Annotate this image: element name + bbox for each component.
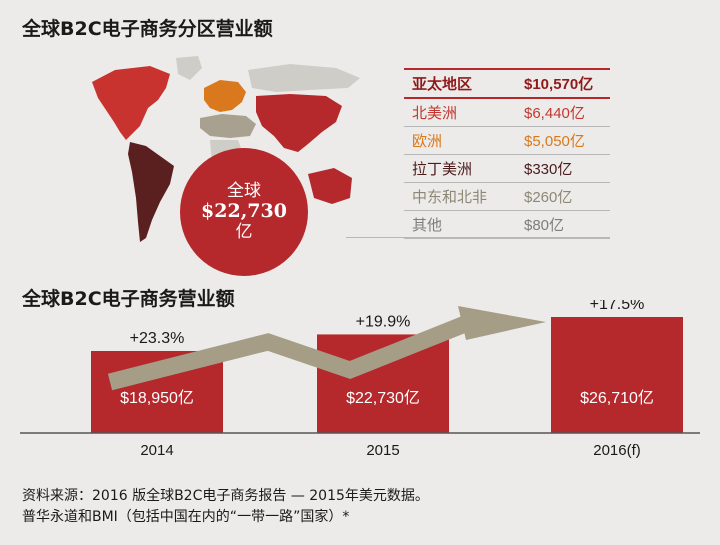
growth-label: +17.5% (590, 300, 645, 313)
world-map (92, 56, 360, 242)
map-greenland (176, 56, 202, 80)
map-mea (200, 114, 256, 138)
bar-value-label: $26,710亿 (580, 389, 654, 407)
region-name: 其他 (404, 210, 516, 239)
global-unit: 亿 (235, 221, 253, 242)
region-row: 欧洲 $5,050亿 (404, 126, 610, 155)
region-name: 欧洲 (404, 126, 516, 155)
map-section-title: 全球B2C电子商务分区营业额 (22, 18, 273, 40)
global-label: 全球 (227, 180, 261, 201)
category-label: 2014 (140, 442, 173, 459)
region-row: 中东和北非 $260亿 (404, 182, 610, 211)
map-europe (204, 80, 246, 112)
global-total-circle: 全球 $22,730 亿 (180, 148, 308, 276)
growth-label: +23.3% (130, 330, 185, 347)
region-name: 亚太地区 (404, 68, 516, 99)
bar-value-label: $22,730亿 (346, 389, 420, 407)
map-latin-america (128, 142, 174, 242)
region-value: $260亿 (516, 182, 610, 211)
region-name: 拉丁美洲 (404, 154, 516, 183)
region-value: $330亿 (516, 154, 610, 183)
region-table: 亚太地区 $10,570亿 北美洲 $6,440亿 欧洲 $5,050亿 拉丁美洲 $330亿… (404, 68, 610, 239)
growth-label: +19.9% (356, 313, 411, 330)
region-value: $5,050亿 (516, 126, 610, 155)
category-label: 2015 (366, 442, 399, 459)
map-russia (248, 64, 360, 92)
region-name: 北美洲 (404, 98, 516, 127)
source-line-1: 资料来源：2016 版全球B2C电子商务报告 — 2015年美元数据。 (22, 488, 429, 504)
bar-2016(f) (551, 317, 683, 433)
region-row: 亚太地区 $10,570亿 (404, 68, 610, 99)
source-line-2: 普华永道和BMI（包括中国在内的“一带一路”国家）* (22, 509, 350, 525)
chart-title: 全球B2C电子商务营业额 (22, 288, 235, 310)
region-row: 北美洲 $6,440亿 (404, 98, 610, 127)
region-row: 其他 $80亿 (404, 210, 610, 239)
region-name: 中东和北非 (404, 182, 516, 211)
source-note: 资料来源：2016 版全球B2C电子商务报告 — 2015年美元数据。 普华永道… (22, 486, 429, 528)
table-bottom-line (346, 237, 610, 238)
region-value: $10,570亿 (516, 68, 610, 99)
global-value: $22,730 (201, 200, 287, 223)
revenue-bar-chart: $18,950亿 +23.3% 2014 $22,730亿 +19.9% 2015 $26,… (20, 300, 700, 459)
bar-value-label: $18,950亿 (120, 389, 194, 407)
region-row: 拉丁美洲 $330亿 (404, 154, 610, 183)
map-north-america (92, 66, 170, 140)
region-value: $80亿 (516, 210, 610, 239)
map-asia-pacific (256, 94, 342, 152)
growth-arrow-head (458, 306, 546, 340)
region-value: $6,440亿 (516, 98, 610, 127)
map-australia (308, 168, 352, 204)
category-label: 2016(f) (593, 442, 641, 459)
growth-arrow (107, 314, 474, 391)
